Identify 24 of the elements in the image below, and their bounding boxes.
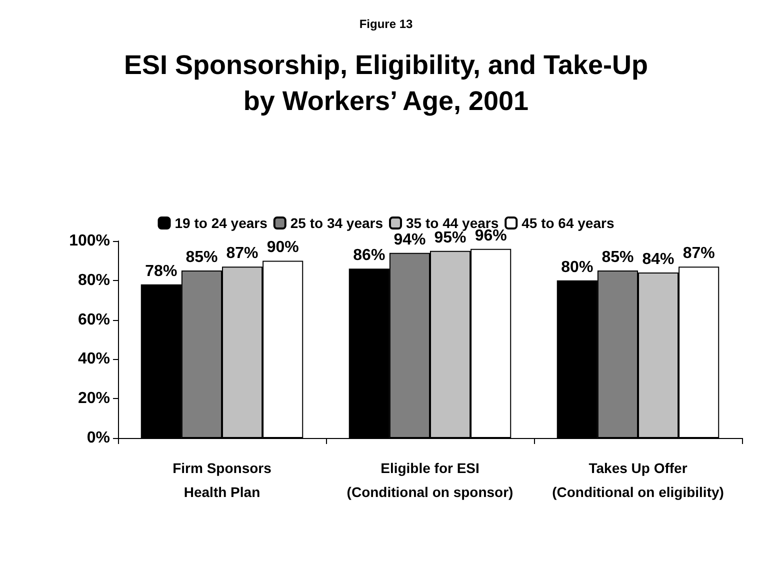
- y-tick-label: 60%: [78, 311, 110, 328]
- data-label: 86%: [353, 247, 386, 264]
- chart-title: ESI Sponsorship, Eligibility, and Take-Up by Workers’ Age, 2001: [124, 50, 648, 116]
- data-label: 85%: [186, 249, 218, 266]
- y-tick-label: 20%: [78, 390, 110, 408]
- y-tick-label: 80%: [78, 272, 110, 289]
- data-label: 84%: [642, 251, 674, 268]
- x-tick-label: Takes Up Offer (Conditional on eligibility): [552, 460, 724, 500]
- caption: Figure 13: [359, 17, 413, 31]
- legend-label: 19 to 24 years: [174, 215, 268, 231]
- y-tick-label: 40%: [78, 350, 110, 368]
- data-label: 94%: [394, 231, 426, 248]
- legend-label: 25 to 34 years: [290, 215, 384, 231]
- data-label: 78%: [145, 262, 178, 280]
- data-label: 90%: [266, 239, 299, 256]
- y-tick-label: 100%: [69, 232, 110, 250]
- x-tick-label: Eligible for ESI (Conditional on sponsor): [346, 460, 514, 500]
- x-tick-label: Firm Sponsors Health Plan: [172, 460, 272, 500]
- legend-label: 45 to 64 years: [522, 215, 614, 231]
- data-label: 85%: [602, 249, 634, 266]
- data-label: 80%: [561, 258, 594, 276]
- data-label: 87%: [226, 245, 258, 262]
- y-tick-label: 0%: [86, 430, 110, 446]
- data-label: 87%: [682, 245, 715, 262]
